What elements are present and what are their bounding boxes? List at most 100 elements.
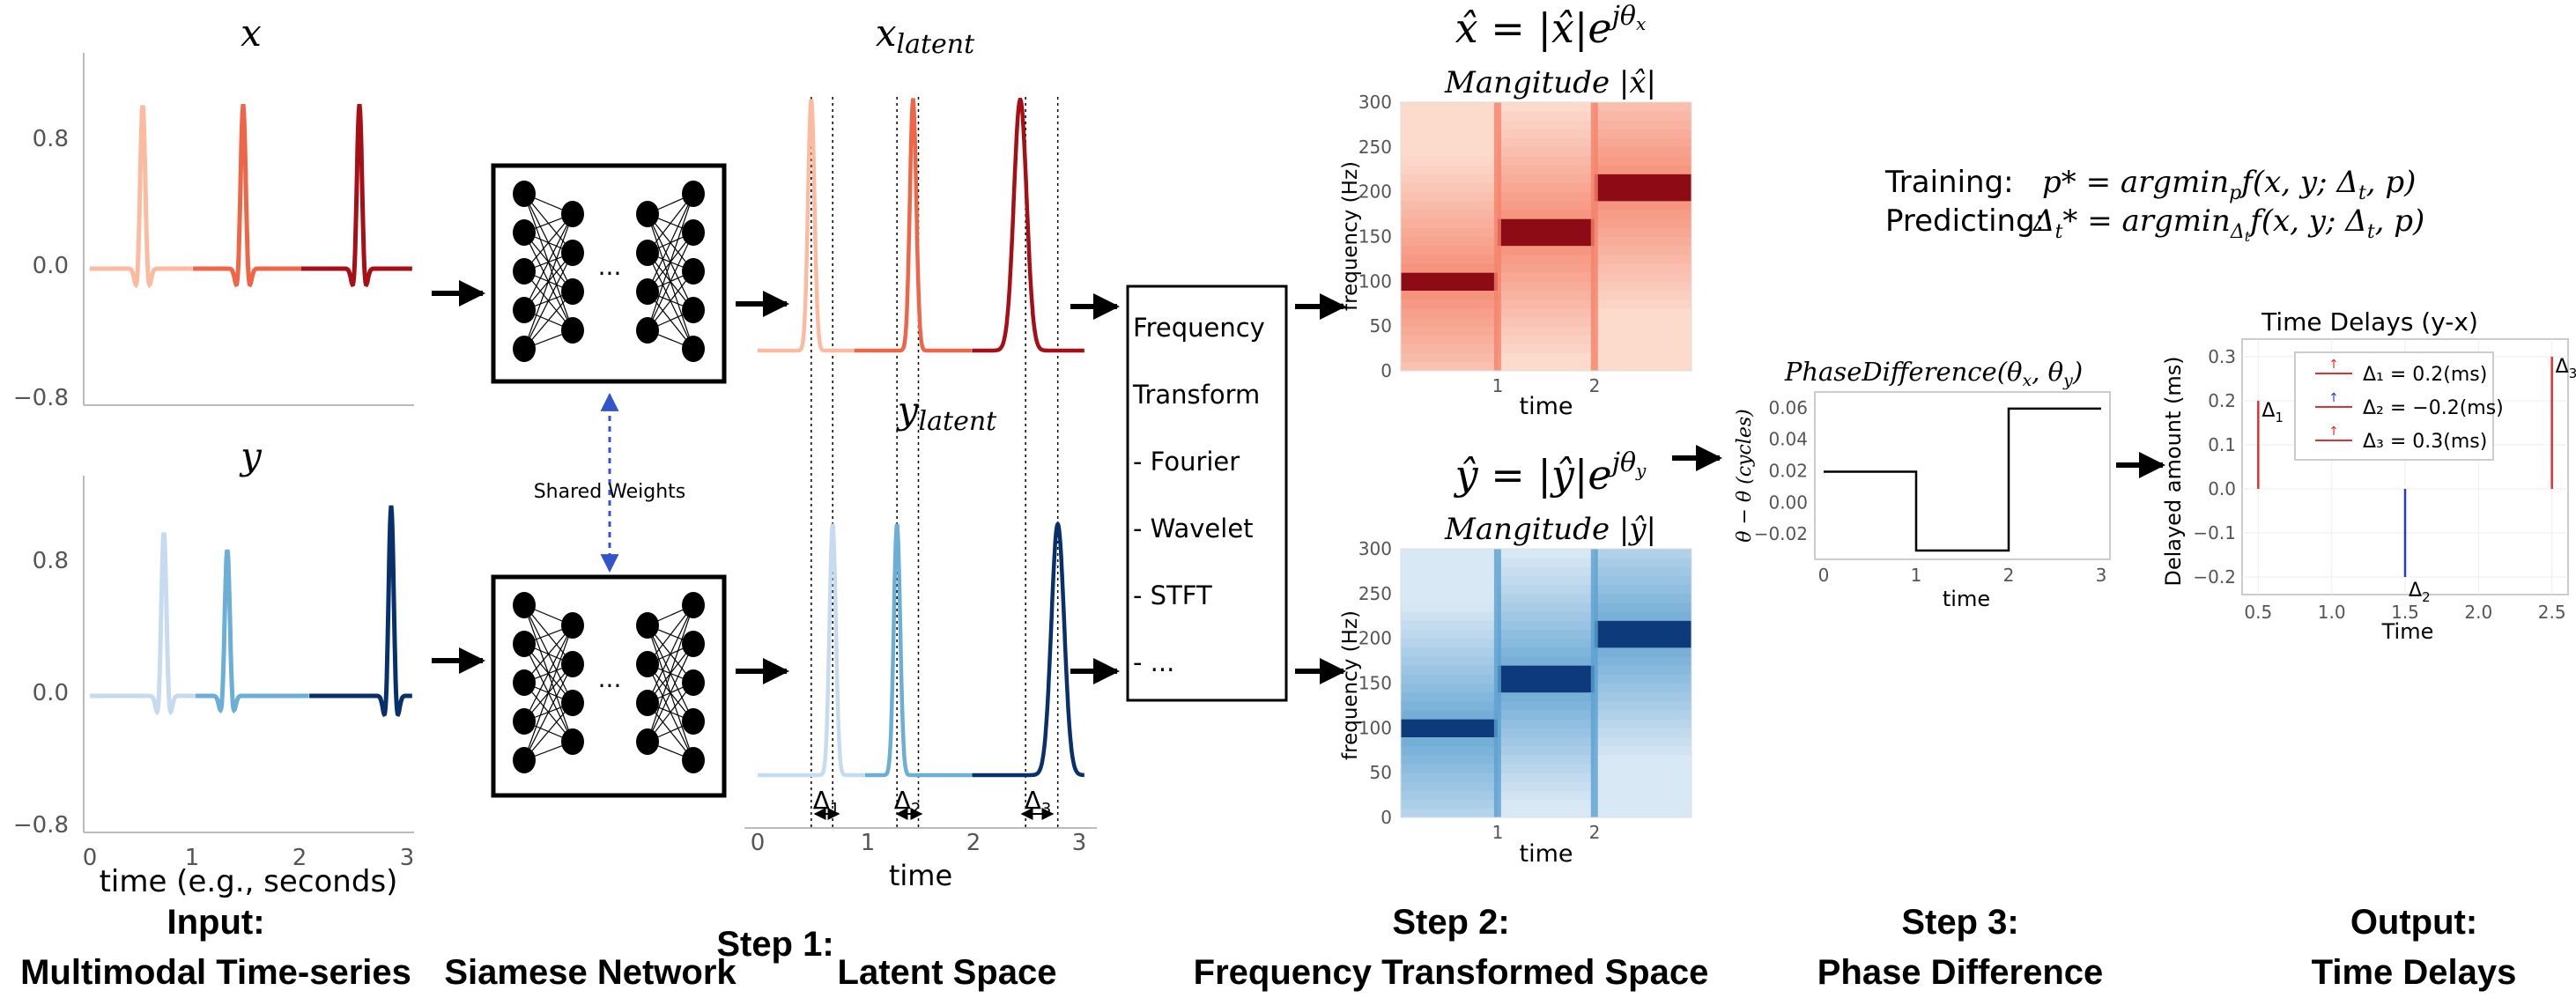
input-x-title: x: [241, 11, 262, 55]
spectrogram-cell: [1401, 165, 1499, 174]
spectrogram-boundary: [1493, 549, 1501, 817]
spectrogram-cell: [1401, 620, 1499, 630]
spectrogram-cell: [1594, 602, 1692, 612]
latent-x-series-line: [972, 97, 1084, 353]
spectrogram-tick-y: 100: [1358, 717, 1392, 738]
network-node: [513, 297, 536, 323]
spectrogram-cell: [1497, 263, 1595, 273]
network-node: [513, 181, 536, 207]
spectrogram-cell: [1497, 227, 1595, 237]
spectrogram-cell: [1594, 558, 1692, 567]
spectrogram-cell: [1401, 647, 1499, 657]
network-node: [561, 317, 584, 344]
spectrogram-cell: [1401, 254, 1499, 264]
spectrogram-tick-y: 250: [1358, 137, 1392, 158]
time-delays-plot: Time Delays (y-x) 0.3 0.2 0.1 0.0 −0.1 −0.2 0.…: [2161, 307, 2576, 644]
network-node: [682, 708, 705, 735]
spectrogram-cell: [1594, 200, 1692, 211]
spectrogram-cell: [1594, 245, 1692, 255]
spectrogram-cell: [1497, 146, 1595, 157]
spectrogram-tick-y: 200: [1358, 628, 1392, 649]
latent-x-series-line: [758, 99, 854, 353]
spectrogram-cell: [1497, 129, 1595, 139]
phase-tick-y: 0.00: [1768, 492, 1808, 513]
spectrogram-cell: [1401, 700, 1499, 711]
spectrogram-cell: [1594, 665, 1692, 675]
shared-weights-label: Shared Weights: [534, 481, 686, 503]
caption-step3: Step 3:: [1901, 903, 2018, 942]
spectrogram-cell: [1497, 745, 1595, 756]
network-edge: [523, 213, 574, 350]
input-series-line: [309, 505, 412, 718]
spectrogram-cell: [1594, 361, 1692, 372]
network-node: [682, 297, 705, 323]
phase-xlabel: time: [1943, 587, 1990, 611]
spectrogram-cell: [1401, 218, 1499, 228]
spectrogram-cell: [1401, 683, 1499, 693]
spectrogram-cell: [1401, 674, 1499, 684]
input-y-tick-y: 0.0: [33, 680, 69, 706]
network-node: [561, 690, 584, 716]
spectrogram-cell: [1401, 611, 1499, 621]
delays-mark-label: Δ3: [2556, 356, 2576, 381]
input-series-line: [90, 532, 196, 716]
spectrogram-cell: [1594, 344, 1692, 354]
spectrogram-boundary: [1493, 102, 1501, 371]
spectrogram-cell: [1401, 156, 1499, 166]
spectrogram-cell: [1594, 137, 1692, 148]
spectrogram-cell: [1401, 566, 1499, 576]
spectrogram-tick-y: 150: [1358, 226, 1392, 248]
delays-legend: ↑ Δ₁ = 0.2(ms) ↑ Δ₂ = −0.2(ms) ↑ Δ₃ = 0.…: [2294, 351, 2504, 461]
spectrogram-tick-y: 150: [1358, 673, 1392, 694]
spectrogram-tick-y: 50: [1370, 315, 1392, 336]
spectrogram-cell: [1401, 575, 1499, 586]
spectrogram-y-equation: ŷ = |ŷ|ejθy: [1454, 447, 1647, 499]
spectrogram-tick-y: 300: [1358, 538, 1392, 559]
spectrogram-cell: [1497, 620, 1595, 630]
network-node: [561, 278, 584, 305]
network-node: [561, 728, 584, 755]
input-x-tick-y: 0.0: [33, 253, 69, 279]
spectrogram-frame: [1400, 548, 1692, 818]
spectrogram-cell: [1401, 638, 1499, 648]
latent-xlabel: time: [889, 859, 952, 892]
delays-tick-y: 0.1: [2208, 434, 2236, 455]
spectrogram-cell: [1594, 728, 1692, 737]
latent-tick-x: 0: [751, 830, 766, 856]
caption-siamese: Siamese Network: [444, 953, 737, 992]
network-node: [636, 612, 659, 639]
spectrogram-cell: [1401, 227, 1499, 237]
spectrogram-cell: [1594, 736, 1692, 747]
caption-step3-sub: Phase Difference: [1817, 953, 2104, 992]
network-edge: [523, 625, 574, 761]
spectrogram-cell: [1497, 808, 1595, 818]
network-node: [636, 240, 659, 266]
spectrogram-cell: [1497, 272, 1595, 282]
input-y-tick-y: 0.8: [33, 548, 69, 574]
spectrogram-boundary: [1590, 102, 1598, 371]
spectrogram-cell: [1401, 754, 1499, 765]
spectrogram-tick-y: 50: [1370, 762, 1392, 783]
spectrogram-cell: [1401, 790, 1499, 801]
network-node: [513, 708, 536, 735]
spectrogram-cell: [1401, 146, 1499, 157]
spectrogram-cell: [1497, 638, 1595, 648]
spectrogram-cell: [1594, 683, 1692, 693]
phase-title: PhaseDifference(θx, θy): [1784, 357, 2083, 390]
network-node: [513, 631, 536, 657]
spectrogram-cell: [1594, 111, 1692, 121]
spectrogram-cell: [1497, 174, 1595, 183]
delays-tick-y: 0.3: [2208, 346, 2236, 367]
spectrogram-frame: [1400, 101, 1692, 372]
spectrogram-cell: [1497, 120, 1595, 129]
spectrogram-tick-x: 2: [1589, 375, 1601, 396]
caption-output: Output:: [2350, 903, 2477, 942]
spectrogram-cell: [1497, 602, 1595, 612]
spectrogram-cell: [1594, 764, 1692, 773]
spectrogram-cell: [1594, 129, 1692, 139]
spectrogram-cell: [1401, 174, 1499, 183]
spectrogram-cell: [1594, 254, 1692, 264]
delays-tick-y: 0.2: [2208, 390, 2236, 411]
spectrogram-cell: [1594, 584, 1692, 595]
